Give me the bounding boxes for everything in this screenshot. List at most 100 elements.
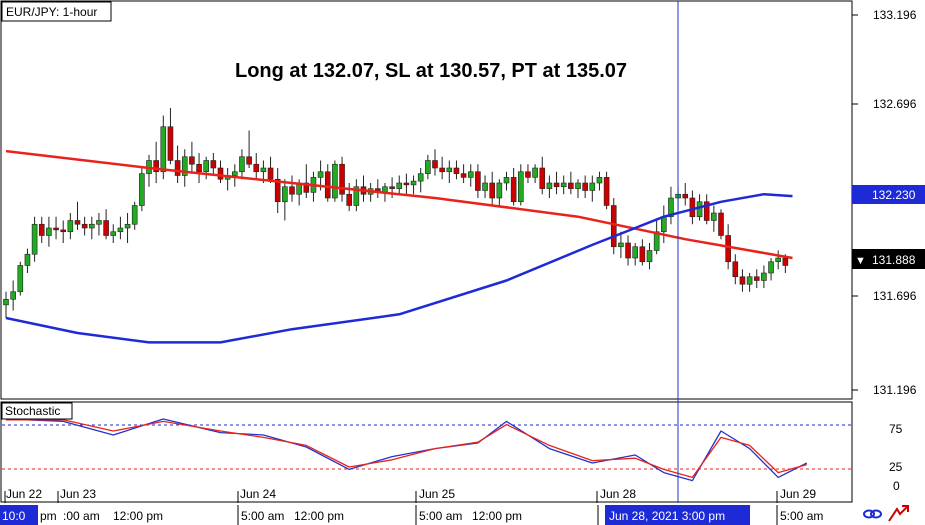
candle-body xyxy=(682,193,689,199)
candle-body xyxy=(403,182,410,186)
date-label: Jun 22 xyxy=(6,487,42,501)
stochastic-lines xyxy=(5,418,808,482)
candle-body xyxy=(153,160,159,173)
candle-body xyxy=(96,220,102,225)
candle-body xyxy=(282,186,288,203)
stochastic-d-line xyxy=(6,419,807,479)
candle-body xyxy=(396,182,403,189)
candle-body xyxy=(189,156,195,165)
ma-price-badge-text: 132.230 xyxy=(872,188,916,202)
symbol-label: EUR/JPY: 1-hour xyxy=(6,5,97,19)
candle-body xyxy=(582,182,588,191)
price-tick-4: 131.696 xyxy=(873,289,917,303)
hour-label: pm xyxy=(40,509,57,523)
price-tick-1: 133.196 xyxy=(873,8,917,22)
candle-body xyxy=(439,167,445,173)
candle-body xyxy=(210,160,217,169)
hour-label: 5:00 am xyxy=(780,509,823,523)
candle-body xyxy=(417,173,424,182)
hour-label: 12:00 pm xyxy=(294,509,344,523)
candle-body xyxy=(246,156,252,165)
candle-body xyxy=(539,167,546,189)
candle-body xyxy=(475,171,481,191)
candle-body xyxy=(603,177,610,206)
candle-body xyxy=(181,156,188,176)
current-price-badge-text: 131.888 xyxy=(872,253,916,267)
candle-body xyxy=(317,171,324,178)
candle-body xyxy=(568,182,574,189)
candle-body xyxy=(353,186,360,206)
slow-moving-average-line xyxy=(5,192,793,344)
candle-body xyxy=(389,186,395,189)
candle-body xyxy=(60,229,67,233)
candle-body xyxy=(768,261,774,274)
candle-body xyxy=(746,276,753,285)
candle-body xyxy=(267,167,274,180)
date-label: Jun 25 xyxy=(419,487,455,501)
ma-price-badge xyxy=(852,185,925,204)
hour-label: 5:00 am xyxy=(419,509,462,523)
price-tick-5: 131.196 xyxy=(873,383,917,397)
candle-body xyxy=(732,261,739,278)
candle-body xyxy=(74,220,81,225)
candle-body xyxy=(203,160,209,173)
candle-body xyxy=(696,201,703,218)
candle-body xyxy=(53,227,59,231)
candle-body xyxy=(467,171,474,178)
candle-body xyxy=(510,177,517,203)
candle-body xyxy=(718,212,724,236)
candle-body xyxy=(10,291,16,300)
candle-body xyxy=(782,257,789,266)
stoch-tick-75: 75 xyxy=(889,422,903,436)
trend-arrow-icon[interactable] xyxy=(888,505,909,522)
candle-body xyxy=(589,182,596,191)
candle-body xyxy=(753,276,760,281)
crosshair-time-label: Jun 28, 2021 3:00 pm xyxy=(609,509,725,523)
date-label: Jun 29 xyxy=(780,487,816,501)
hour-label: 5:00 am xyxy=(241,509,284,523)
candle-body xyxy=(274,178,281,203)
candle-body xyxy=(167,126,174,161)
indicator-label-box xyxy=(1,402,73,420)
candle-body xyxy=(410,180,417,186)
candle-body xyxy=(725,235,731,263)
indicator-label: Stochastic xyxy=(5,404,60,418)
trade-annotation: Long at 132.07, SL at 130.57, PT at 135.… xyxy=(235,60,627,82)
candle-body xyxy=(17,265,24,293)
candle-body xyxy=(253,163,260,173)
candle-body xyxy=(632,246,639,259)
link-icon[interactable] xyxy=(862,505,882,523)
candle-body xyxy=(639,246,646,263)
candle-body xyxy=(425,160,431,174)
time-axis: Jun 22 Jun 23 Jun 24 Jun 25 Jun 28 Jun 2… xyxy=(0,487,823,525)
candle-body xyxy=(103,220,109,236)
candle-body xyxy=(31,223,38,255)
date-label: Jun 28 xyxy=(600,487,636,501)
candle-body xyxy=(489,182,496,199)
candle-body xyxy=(660,216,667,233)
candle-body xyxy=(217,167,224,180)
candle-body xyxy=(324,171,331,199)
symbol-label-box xyxy=(1,1,112,22)
candle-body xyxy=(232,171,238,176)
candle-body xyxy=(596,177,603,184)
candle-body xyxy=(482,182,488,191)
candle-body xyxy=(553,182,560,188)
candle-body xyxy=(139,173,145,206)
candle-body xyxy=(131,205,138,225)
candle-body xyxy=(117,227,124,233)
candle-body xyxy=(560,182,567,188)
candle-body xyxy=(332,163,338,199)
date-label: Jun 23 xyxy=(60,487,96,501)
stochastic-panel-frame xyxy=(0,401,853,503)
candle-body xyxy=(346,193,353,206)
candle-body xyxy=(24,253,31,266)
candle-body xyxy=(668,197,674,218)
candle-body xyxy=(432,160,438,169)
candle-body xyxy=(260,167,267,173)
candle-body xyxy=(460,173,467,178)
candle-body xyxy=(546,182,553,189)
candle-body xyxy=(610,205,617,248)
candle-body xyxy=(46,227,52,236)
